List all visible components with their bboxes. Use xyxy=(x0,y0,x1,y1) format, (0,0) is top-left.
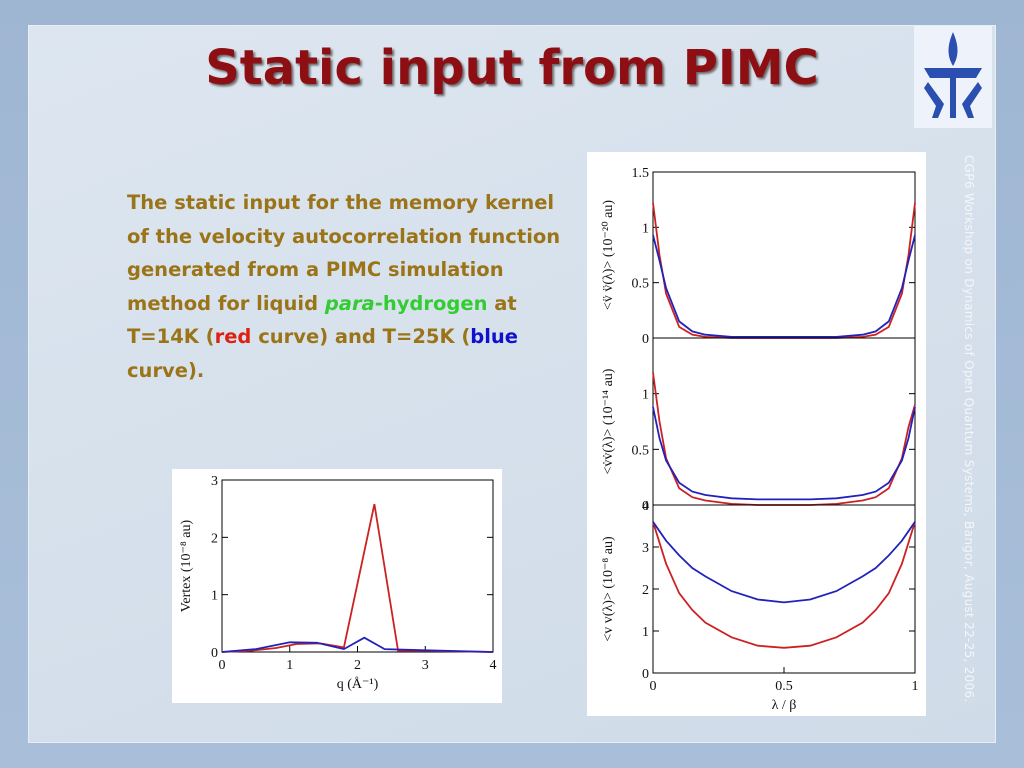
text-segment: The static input for the memory kernel o… xyxy=(127,191,561,315)
x-tick-label: 0.5 xyxy=(775,679,793,694)
slide-title: Static input from PIMC xyxy=(205,40,819,96)
y-tick-label: 1 xyxy=(642,625,649,640)
text-segment: para xyxy=(324,291,375,315)
y-tick-label: 1 xyxy=(211,589,218,604)
y-tick-label: 1 xyxy=(642,221,649,236)
logo-icon xyxy=(924,32,982,118)
logo xyxy=(914,26,992,128)
x-tick-label: 1 xyxy=(286,658,293,673)
text-segment: ). xyxy=(188,358,205,382)
x-tick-label: 2 xyxy=(354,658,361,673)
x-tick-label: 0 xyxy=(219,658,226,673)
x-tick-label: 0 xyxy=(650,679,657,694)
y-tick-label: 0 xyxy=(642,499,649,514)
data-line xyxy=(221,636,494,653)
y-tick-label: 2 xyxy=(642,583,649,598)
y-tick-label: 0 xyxy=(642,332,649,347)
y-tick-label: 0.5 xyxy=(632,443,650,458)
y-tick-label: 1 xyxy=(642,388,649,403)
text-segment: blue xyxy=(470,325,519,348)
x-axis-label: q (Å⁻¹) xyxy=(337,676,379,692)
chart-background xyxy=(172,469,502,703)
y-tick-label: 0 xyxy=(642,667,649,682)
text-segment: curve xyxy=(127,358,188,382)
text-segment: red xyxy=(214,325,252,348)
x-tick-label: 3 xyxy=(422,658,429,673)
x-axis-label: λ / β xyxy=(772,698,797,713)
y-tick-label: 0.5 xyxy=(632,277,650,292)
footer: CGP6 Workshop on Dynamics of Open Quantu… xyxy=(962,155,976,703)
data-line xyxy=(652,234,916,338)
data-line xyxy=(652,406,916,501)
chart-background xyxy=(587,152,926,716)
body-text: The static input for the memory kernel o… xyxy=(127,186,562,387)
y-tick-label: 0 xyxy=(211,646,218,661)
data-line xyxy=(221,503,494,653)
y-axis-label: <v v(λ)> (10⁻⁸ au) xyxy=(601,536,616,642)
y-tick-label: 4 xyxy=(642,499,649,514)
x-tick-label: 4 xyxy=(490,658,497,673)
y-tick-label: 1.5 xyxy=(632,166,650,181)
y-tick-label: 2 xyxy=(211,531,218,546)
y-axis-label: <v̇v̇(λ)> (10⁻¹⁴ au) xyxy=(601,368,616,474)
data-line xyxy=(652,521,916,604)
text-segment: curve) and T=25K ( xyxy=(251,325,471,348)
x-tick-label: 1 xyxy=(912,679,919,694)
text-segment: -hydrogen xyxy=(374,291,488,315)
y-tick-label: 3 xyxy=(642,541,649,556)
data-line xyxy=(652,521,916,649)
y-tick-label: 3 xyxy=(211,474,218,489)
y-axis-label: Vertex (10⁻⁸ au) xyxy=(179,519,194,612)
text-segment: at T=14K ( xyxy=(127,291,517,349)
y-axis-label: <v̈ v̈(λ)> (10⁻²⁰ au) xyxy=(601,200,616,310)
